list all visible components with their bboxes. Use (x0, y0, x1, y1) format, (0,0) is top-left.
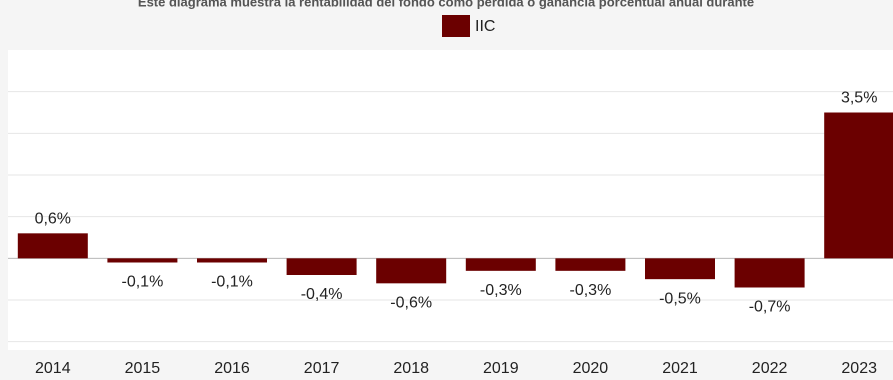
data-label: -0,3% (570, 282, 612, 299)
chart-title: Este diagrama muestra la rentabilidad de… (138, 0, 754, 9)
legend-label: IIC (475, 18, 495, 35)
data-label: -0,7% (749, 299, 791, 316)
x-tick-label: 2016 (214, 360, 250, 377)
data-label: 3,5% (841, 90, 877, 107)
legend-swatch (442, 15, 470, 37)
x-tick-label: 2017 (304, 360, 340, 377)
data-label: -0,3% (480, 282, 522, 299)
data-label: -0,5% (659, 290, 701, 307)
bar (555, 258, 626, 271)
x-tick-label: 2020 (573, 360, 609, 377)
data-label: -0,1% (211, 274, 253, 291)
data-label: -0,4% (301, 286, 343, 303)
bar (376, 258, 447, 284)
data-label: 0,6% (35, 211, 71, 228)
bar (17, 233, 88, 259)
bar (824, 112, 893, 259)
bar (465, 258, 536, 271)
bar (107, 258, 178, 263)
x-tick-label: 2021 (662, 360, 698, 377)
bar (286, 258, 357, 275)
x-tick-label: 2015 (125, 360, 161, 377)
x-tick-label: 2019 (483, 360, 519, 377)
x-tick-label: 2022 (752, 360, 788, 377)
data-label: -0,6% (390, 295, 432, 312)
bar (197, 258, 267, 263)
data-label: -0,1% (122, 274, 164, 291)
x-tick-label: 2018 (393, 360, 429, 377)
x-tick-label: 2023 (841, 360, 877, 377)
x-tick-label: 2014 (35, 360, 71, 377)
bar (645, 258, 715, 280)
bar (734, 258, 805, 288)
